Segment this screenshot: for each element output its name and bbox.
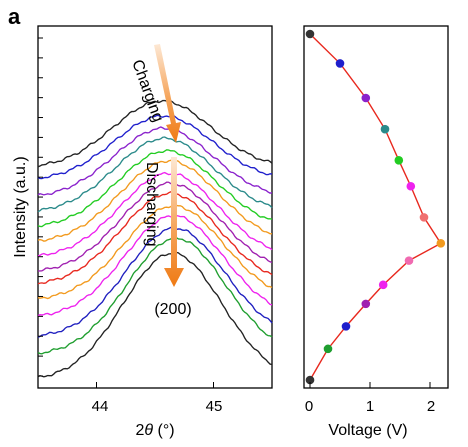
xrd-series-7: [37, 181, 273, 272]
discharging-arrow: [164, 157, 184, 287]
voltage-points: [305, 29, 446, 385]
xrd-series-6: [37, 191, 273, 285]
voltage-point-12: [341, 322, 351, 331]
voltage-x-axis-label: Voltage (V): [328, 422, 407, 439]
voltage-plot-frame: [303, 25, 449, 389]
voltage-chart: 0 1 2 Voltage (V): [303, 25, 449, 439]
xrd-x-axis-label: 2θ (°): [135, 422, 174, 439]
xrd-x-tick-label-1: 44: [92, 398, 109, 415]
xrd-chart: 44 45 2θ (°) Intensity (a.u.) Charging D…: [12, 25, 273, 439]
xrd-series-9: [37, 159, 273, 242]
xrd-y-axis-label: Intensity (a.u.): [12, 156, 29, 257]
voltage-x-tick-label-1: 1: [366, 398, 374, 415]
voltage-point-3: [361, 93, 371, 103]
xrd-series-14: [37, 99, 273, 168]
voltage-x-tick-label-0: 0: [305, 398, 313, 415]
discharging-label: Discharging: [143, 162, 160, 246]
voltage-fit-curve: [309, 33, 442, 381]
xrd-series-2: [37, 236, 273, 355]
xrd-series-10: [37, 149, 273, 228]
voltage-point-8: [436, 239, 446, 248]
xrd-series-8: [37, 171, 273, 257]
voltage-point-7: [419, 213, 429, 222]
voltage-point-5: [394, 155, 404, 165]
panel-label: a: [8, 4, 21, 29]
xrd-series-12: [37, 126, 273, 196]
xrd-series-13: [37, 114, 273, 180]
xrd-series-5: [37, 204, 273, 300]
peak-index-label: (200): [154, 301, 191, 318]
voltage-point-9: [404, 256, 414, 265]
xrd-series-11: [37, 136, 273, 213]
xrd-curves: [37, 99, 273, 378]
xrd-series-3: [37, 226, 273, 338]
voltage-x-ticks: [309, 382, 431, 388]
xrd-x-ticks: [96, 382, 214, 388]
voltage-point-11: [361, 299, 371, 309]
voltage-point-4: [380, 124, 390, 134]
voltage-point-13: [323, 344, 333, 354]
voltage-point-2: [335, 59, 345, 68]
voltage-point-10: [378, 280, 388, 290]
xrd-y-ticks: [38, 37, 43, 377]
xrd-x-tick-label-2: 45: [206, 398, 223, 415]
voltage-point-6: [406, 181, 416, 191]
charging-arrow: [154, 44, 181, 143]
xrd-series-1: [37, 251, 273, 378]
voltage-point-1: [305, 29, 315, 39]
xrd-series-4: [37, 214, 273, 317]
voltage-x-tick-label-2: 2: [427, 398, 435, 415]
voltage-point-14: [305, 375, 315, 385]
